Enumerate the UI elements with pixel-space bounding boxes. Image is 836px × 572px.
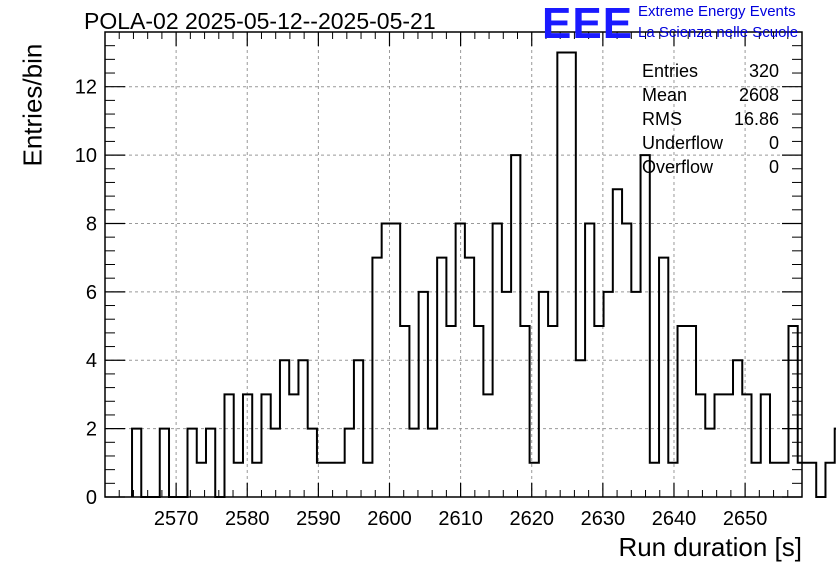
y-tick-label: 10	[75, 145, 97, 167]
x-axis-label: Run duration [s]	[618, 532, 802, 562]
x-tick-label: 2590	[296, 508, 341, 530]
stats-value: 0	[768, 157, 779, 177]
stats-label: Underflow	[642, 133, 724, 153]
eee-logo: EEE	[542, 0, 634, 48]
y-tick-label: 4	[86, 350, 97, 372]
stats-value: 320	[748, 61, 779, 81]
stats-row-overflow: Overflow 0	[642, 156, 779, 180]
y-tick-label: 6	[86, 282, 97, 304]
stats-value: 16.86	[733, 109, 779, 129]
stats-row-mean: Mean 2608	[642, 84, 779, 108]
x-tick-label: 2600	[367, 508, 412, 530]
x-tick-label: 2630	[581, 508, 626, 530]
stats-box: Entries 320 Mean 2608 RMS 16.86 Underflo…	[642, 60, 779, 180]
x-axis: 2570 2580 2590 2600 2610 2620 2630 2640 2650	[118, 32, 803, 530]
stats-row-entries: Entries 320	[642, 60, 779, 84]
y-tick-label: 0	[86, 487, 97, 509]
x-tick-label: 2640	[652, 508, 697, 530]
stats-label: Entries	[642, 61, 699, 81]
x-tick-label: 2620	[509, 508, 554, 530]
x-tick-label: 2570	[154, 508, 199, 530]
logo-line-2: La Scienza nelle Scuole	[638, 24, 799, 41]
logo-line-1: Extreme Energy Events	[638, 3, 796, 20]
stats-row-underflow: Underflow 0	[642, 132, 779, 156]
grid-lines	[105, 32, 802, 497]
y-tick-label: 2	[86, 419, 97, 441]
stats-label: RMS	[642, 109, 682, 129]
stats-label: Mean	[642, 85, 688, 105]
x-tick-label: 2580	[225, 508, 270, 530]
histogram-series	[131, 51, 836, 498]
stats-value: 2608	[738, 85, 779, 105]
stats-row-rms: RMS 16.86	[642, 108, 779, 132]
y-axis-label: Entries/bin	[17, 43, 48, 167]
x-tick-label: 2650	[723, 508, 768, 530]
stats-label: Overflow	[642, 157, 714, 177]
y-tick-label: 8	[86, 213, 97, 235]
y-axis: 0 2 4 6 8 10 12	[75, 45, 802, 509]
chart-title: POLA-02 2025-05-12--2025-05-21	[84, 8, 436, 34]
y-tick-label: 12	[75, 77, 97, 99]
stats-value: 0	[768, 133, 779, 153]
x-tick-label: 2610	[438, 508, 483, 530]
